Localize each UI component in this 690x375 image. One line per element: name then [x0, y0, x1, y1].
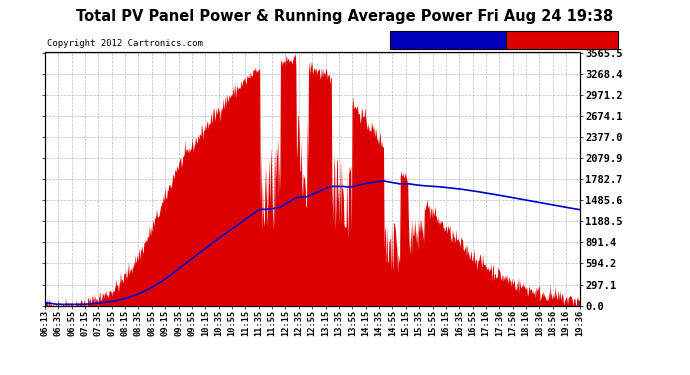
Text: Average  (DC Watts): Average (DC Watts)	[393, 35, 502, 44]
Text: PV Panels  (DC Watts): PV Panels (DC Watts)	[501, 35, 622, 44]
Text: Copyright 2012 Cartronics.com: Copyright 2012 Cartronics.com	[47, 39, 203, 48]
Text: Total PV Panel Power & Running Average Power Fri Aug 24 19:38: Total PV Panel Power & Running Average P…	[77, 9, 613, 24]
